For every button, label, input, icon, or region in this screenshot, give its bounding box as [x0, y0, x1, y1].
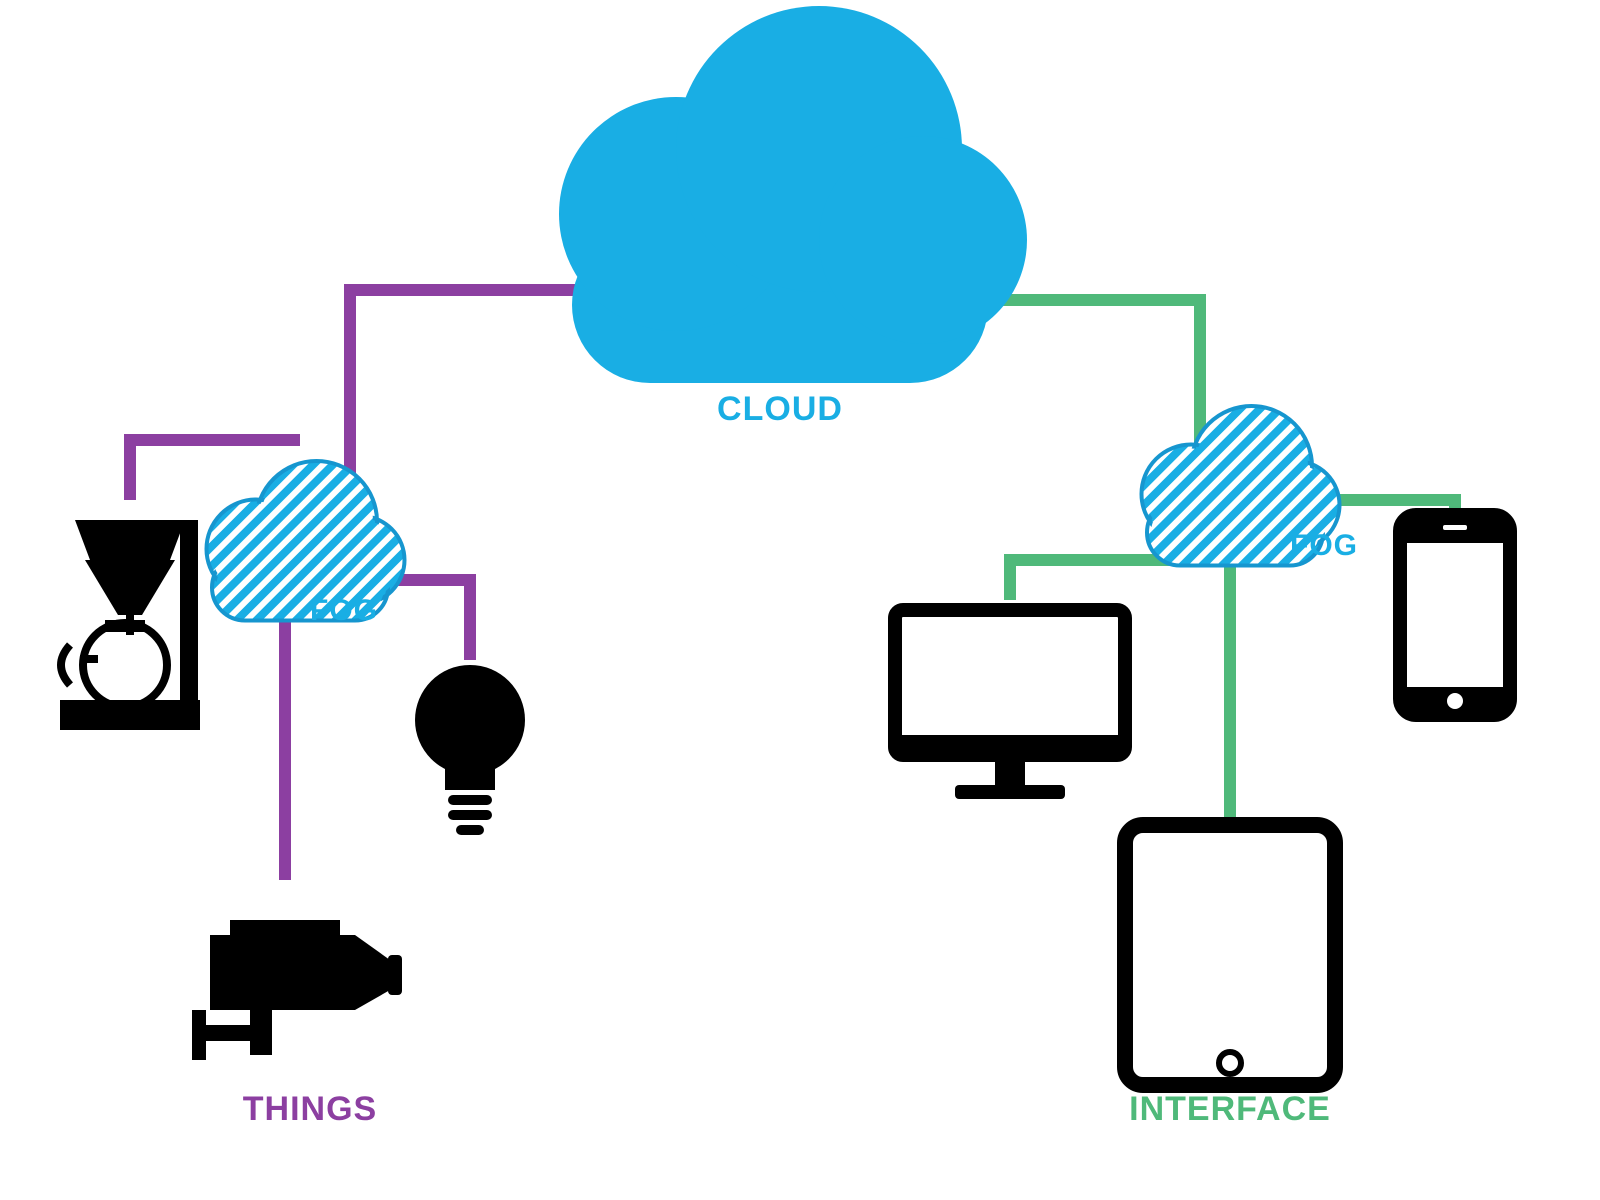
connector-fog-right-to-monitor: [1010, 560, 1170, 600]
monitor-icon: [895, 610, 1125, 799]
lightbulb-icon: [415, 665, 525, 835]
fog_right-label: FOG: [1290, 529, 1358, 562]
connector-cloud-to-fog-right: [960, 300, 1200, 450]
diagram-canvas: CLOUD FOG FOG THINGS INTERFACE: [0, 0, 1600, 1200]
cloud-label: CLOUD: [717, 390, 843, 428]
connector-cloud-to-fog-left: [350, 290, 610, 500]
coffee_maker-icon: [60, 520, 200, 730]
interface-label: INTERFACE: [1129, 1090, 1331, 1128]
things-label: THINGS: [243, 1090, 377, 1128]
cloud-icon: [559, 6, 1027, 383]
camera-icon: [192, 920, 402, 1060]
tablet-icon: [1125, 825, 1335, 1085]
fog_left-label: FOG: [310, 594, 378, 627]
phone-icon: [1400, 515, 1510, 715]
